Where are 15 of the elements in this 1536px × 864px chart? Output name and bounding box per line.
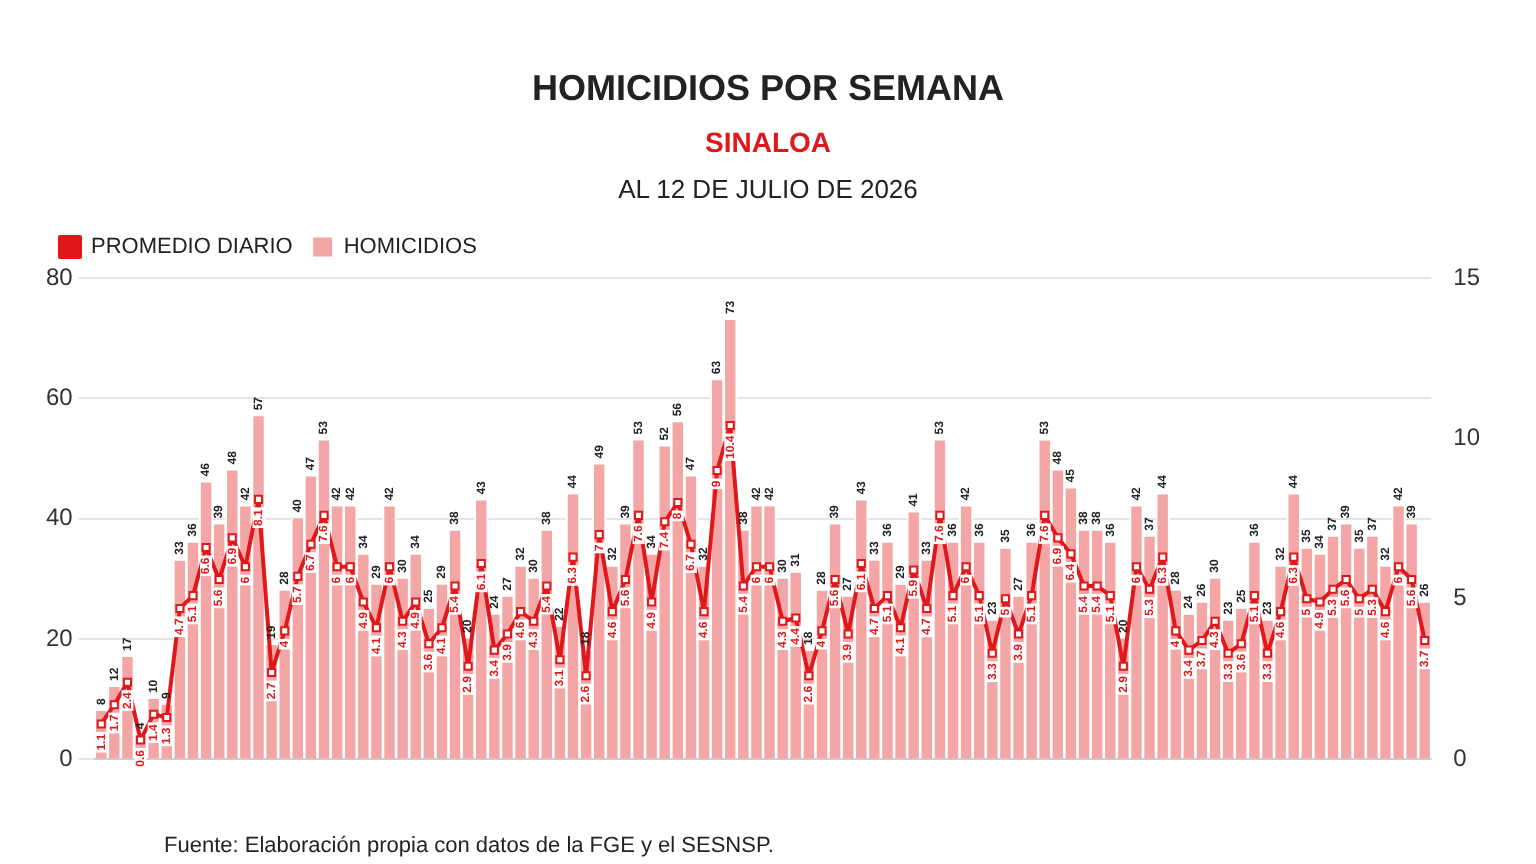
y2-tick-label: 0: [1453, 743, 1468, 772]
chart-subtitle: SINALOA: [703, 126, 833, 158]
chart-title: HOMICIDIOS POR SEMANA: [529, 68, 1006, 110]
y2-tick-label: 15: [1453, 262, 1481, 291]
y2-tick-label: 5: [1453, 583, 1468, 612]
y-tick-label: 20: [45, 623, 74, 652]
y-tick-label: 40: [45, 503, 74, 532]
y-tick-label: 80: [45, 262, 74, 291]
text: AL 12 DE JULIO DE 2026: [616, 174, 920, 204]
source-note: Fuente: Elaboración propia con datos de la FGE y el SESNSP.: [164, 834, 774, 858]
legend-label: HOMICIDIOS: [343, 235, 477, 260]
y2-tick-label: 10: [1453, 423, 1481, 452]
legend-label: PROMEDIO DIARIO: [91, 235, 294, 260]
y-tick-label: 60: [45, 382, 74, 411]
y-tick-label: 0: [59, 743, 74, 772]
